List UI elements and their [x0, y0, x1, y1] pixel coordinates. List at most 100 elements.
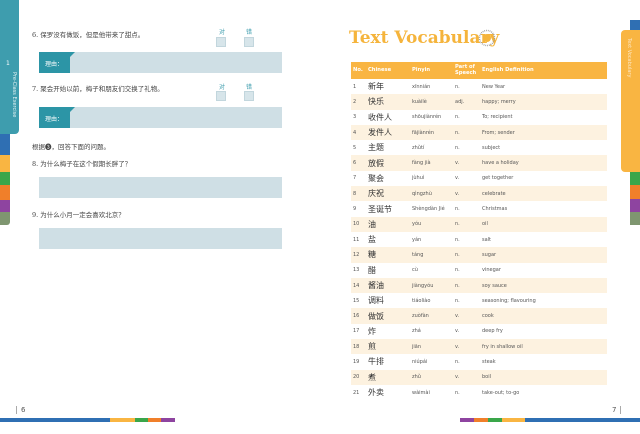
english-definition: cook — [480, 308, 607, 324]
color-tab-purple[interactable] — [0, 200, 10, 212]
pinyin: Shèngdàn Jié — [412, 206, 445, 213]
color-tab-orange[interactable] — [0, 185, 10, 200]
pinyin: shōujiànrén — [412, 114, 442, 121]
color-tab-blue[interactable] — [0, 134, 10, 155]
section-tab[interactable]: Text Vocabulary — [621, 30, 640, 172]
chinese-word: 煎 — [366, 339, 410, 355]
color-tab-olive[interactable] — [0, 212, 10, 225]
table-row: 2 快乐 kuàilè adj. happy; merry — [351, 94, 607, 110]
footer-bar — [0, 418, 110, 422]
section-tab-label: Text Vocabulary — [626, 38, 632, 78]
english-definition: vinegar — [482, 267, 501, 274]
english-definition: New Year — [482, 83, 506, 90]
color-tab-olive[interactable] — [630, 212, 640, 225]
part-of-speech: n. — [455, 297, 460, 304]
part-of-speech: n. — [455, 83, 460, 90]
pinyin: zhǔ — [410, 369, 453, 385]
footer-bar — [110, 418, 135, 422]
table-row: 10 油 yóu n. oil — [351, 216, 607, 232]
part-of-speech: n. — [455, 144, 460, 151]
chinese-word: 聚会 — [368, 173, 384, 183]
pinyin: cù — [412, 267, 418, 274]
pinyin: tiáoliào — [412, 297, 431, 304]
header-chinese: Chinese — [366, 62, 410, 79]
pinyin: zhá — [412, 328, 421, 335]
reason-input[interactable]: 理由： — [39, 52, 282, 73]
question-6: 6. 保罗没有做饭，但是他带来了甜点。 — [32, 31, 145, 39]
pinyin: táng — [410, 247, 453, 263]
english-definition: subject — [482, 144, 501, 151]
row-number: 13 — [353, 267, 360, 274]
question-8: 8. 为什么梅子在这个假期长胖了？ — [32, 160, 132, 168]
english-definition: take-out; to-go — [482, 389, 520, 396]
english-definition: happy; merry — [480, 94, 607, 110]
row-number: 14 — [351, 277, 366, 294]
row-number: 4 — [351, 124, 366, 141]
part-of-speech: v. — [453, 308, 480, 324]
color-tab-blue[interactable] — [630, 20, 640, 32]
part-of-speech: v. — [453, 155, 480, 171]
color-tab-yellow[interactable] — [0, 155, 10, 172]
row-number: 19 — [353, 358, 360, 365]
row-number: 8 — [351, 186, 366, 202]
true-label: 对 — [219, 29, 226, 36]
false-checkbox[interactable] — [244, 37, 254, 47]
table-row: 14 酱油 jiàngyóu n. soy sauce — [351, 277, 607, 294]
chinese-word: 炸 — [368, 326, 376, 336]
pinyin: zuòfàn — [410, 308, 453, 324]
table-row: 3 收件人 shōujiànrén n. To; recipient — [351, 110, 607, 125]
table-row: 5 主题 zhǔtí n. subject — [351, 140, 607, 155]
footer-bar — [502, 418, 525, 422]
reason-input[interactable]: 理由： — [39, 107, 282, 128]
table-row: 9 圣诞节 Shèngdàn Jié n. Christmas — [351, 201, 607, 216]
true-checkbox[interactable] — [216, 37, 226, 47]
part-of-speech: n. — [455, 267, 460, 274]
table-row: 20 煮 zhǔ v. boil — [351, 369, 607, 385]
true-checkbox[interactable] — [216, 91, 226, 101]
footer-bar — [135, 418, 148, 422]
pinyin: wàimài — [412, 389, 430, 396]
row-number: 10 — [351, 216, 366, 232]
false-label: 错 — [246, 29, 253, 36]
chinese-word: 做饭 — [366, 308, 410, 324]
english-definition: sugar — [480, 247, 607, 263]
answer-9-input[interactable] — [39, 228, 282, 249]
chinese-word: 调料 — [368, 296, 384, 306]
false-checkbox[interactable] — [244, 91, 254, 101]
row-number: 18 — [351, 339, 366, 355]
page-number-right: 7 — [612, 406, 622, 414]
chinese-word: 外卖 — [368, 388, 384, 398]
row-number: 12 — [351, 247, 366, 263]
answer-8-input[interactable] — [39, 177, 282, 198]
chinese-word: 糖 — [366, 247, 410, 263]
question-7: 7. 聚会开始以前，梅子和朋友们交换了礼物。 — [32, 85, 164, 93]
part-of-speech: n. — [455, 358, 460, 365]
table-row: 4 发件人 fājiànrén n. From; sender — [351, 124, 607, 141]
color-tab-purple[interactable] — [630, 199, 640, 212]
part-of-speech: n. — [453, 277, 480, 294]
chinese-word: 油 — [366, 216, 410, 232]
table-row: 8 庆祝 qìngzhù v. celebrate — [351, 186, 607, 202]
color-tab-green[interactable] — [0, 172, 10, 185]
english-definition: oil — [480, 216, 607, 232]
sun-icon — [478, 29, 496, 47]
color-tab-green[interactable] — [630, 172, 640, 185]
part-of-speech: v. — [455, 175, 460, 182]
table-row: 7 聚会 jùhuì v. get together — [351, 171, 607, 186]
false-label: 错 — [246, 84, 253, 91]
chinese-word: 盐 — [368, 235, 376, 245]
part-of-speech: n. — [455, 206, 460, 213]
english-definition: salt — [482, 236, 492, 243]
pinyin: yóu — [410, 216, 453, 232]
english-definition: get together — [482, 175, 514, 182]
part-of-speech: v. — [453, 186, 480, 202]
chapter-tab: 1 Pre-Class Exercise — [0, 0, 19, 134]
row-number: 5 — [353, 144, 357, 151]
part-of-speech: v. — [455, 328, 460, 335]
header-pinyin: Pinyin — [410, 62, 453, 79]
color-tab-orange[interactable] — [630, 185, 640, 199]
table-row: 6 放假 fàng jià v. have a holiday — [351, 155, 607, 171]
table-row: 13 醋 cù n. vinegar — [351, 263, 607, 278]
pinyin: kuàilè — [410, 94, 453, 110]
table-row: 12 糖 táng n. sugar — [351, 247, 607, 263]
